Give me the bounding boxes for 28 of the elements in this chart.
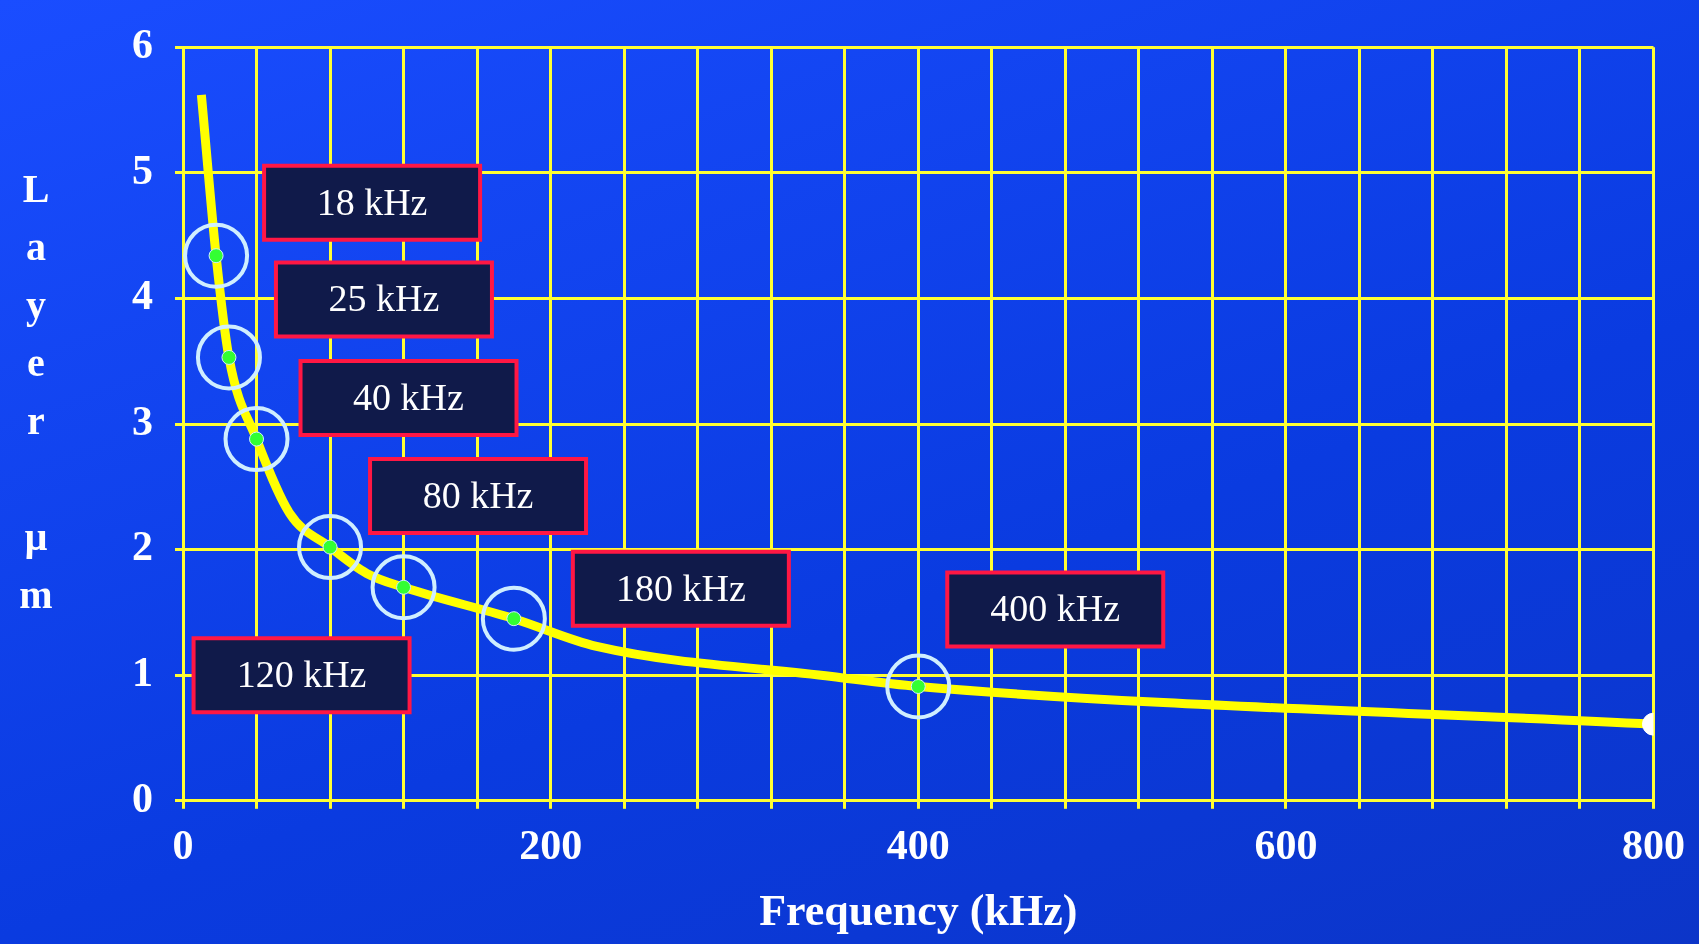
x-tick-label: 400	[886, 821, 950, 868]
point	[396, 579, 412, 595]
annotation: 40 kHz	[353, 376, 464, 419]
y-tick-label: 1	[132, 649, 153, 696]
annotation: 180 kHz	[615, 566, 746, 609]
point	[249, 431, 265, 447]
y-tick-label: 4	[132, 272, 153, 319]
point	[322, 539, 338, 555]
y-tick-label: 2	[132, 523, 153, 570]
annotation: 18 kHz	[316, 180, 428, 223]
x-axis-title: Frequency (kHz)	[759, 885, 1078, 935]
point	[208, 248, 224, 264]
annotation: 400 kHz	[990, 587, 1121, 630]
y-tick-label: 5	[132, 146, 153, 193]
point	[910, 679, 926, 694]
text: Layer µm	[19, 166, 53, 617]
y-tick-label: 3	[132, 397, 153, 444]
y-tick-label: 0	[132, 774, 153, 821]
annotation: 80 kHz	[422, 474, 534, 517]
x-tick-label: 600	[1254, 821, 1318, 868]
annotation: 25 kHz	[328, 277, 440, 320]
point	[506, 611, 522, 627]
y-tick-label: 6	[132, 21, 153, 68]
point	[221, 349, 237, 365]
x-tick-label: 800	[1622, 821, 1685, 868]
annotation: 120 kHz	[236, 653, 367, 696]
x-tick-label: 0	[172, 821, 194, 868]
x-tick-label: 200	[519, 821, 583, 868]
